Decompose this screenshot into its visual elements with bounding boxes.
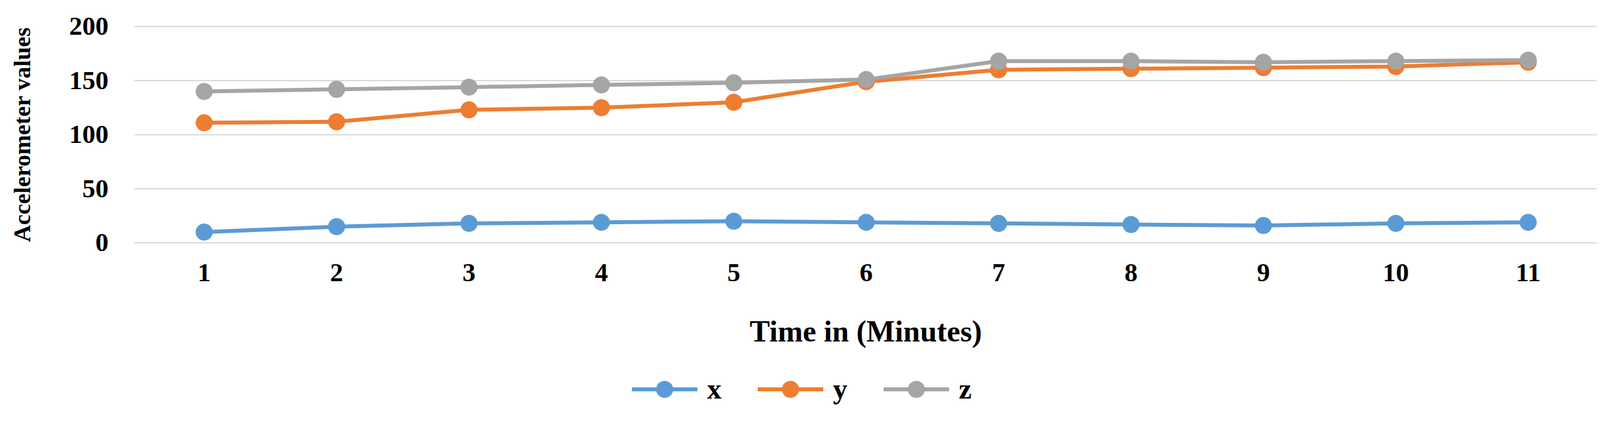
html-text:y: y [832,372,848,406]
svg-text:9: 9 [1257,257,1271,288]
svg-text:1: 1 [197,257,212,288]
svg-text:4: 4 [595,257,609,288]
svg-text:8: 8 [1124,257,1138,288]
svg-text:7: 7 [992,257,1006,288]
svg-text:10: 10 [1383,257,1410,288]
svg-text:150: 150 [69,65,109,96]
svg-text:100: 100 [69,119,109,149]
svg-text:50: 50 [82,173,109,204]
svg-text:2: 2 [330,257,344,288]
html-text:z: z [958,372,972,406]
html-text:x: x [707,372,722,406]
svg-text:0: 0 [95,227,109,257]
svg-text:6: 6 [859,257,874,288]
svg-text:Time in (Minutes): Time in (Minutes) [749,314,982,349]
svg-text:Accelerometer values: Accelerometer values [9,27,36,243]
svg-text:200: 200 [69,11,109,41]
svg-text:11: 11 [1516,257,1542,288]
svg-text:5: 5 [727,257,741,288]
svg-text:3: 3 [462,257,476,288]
